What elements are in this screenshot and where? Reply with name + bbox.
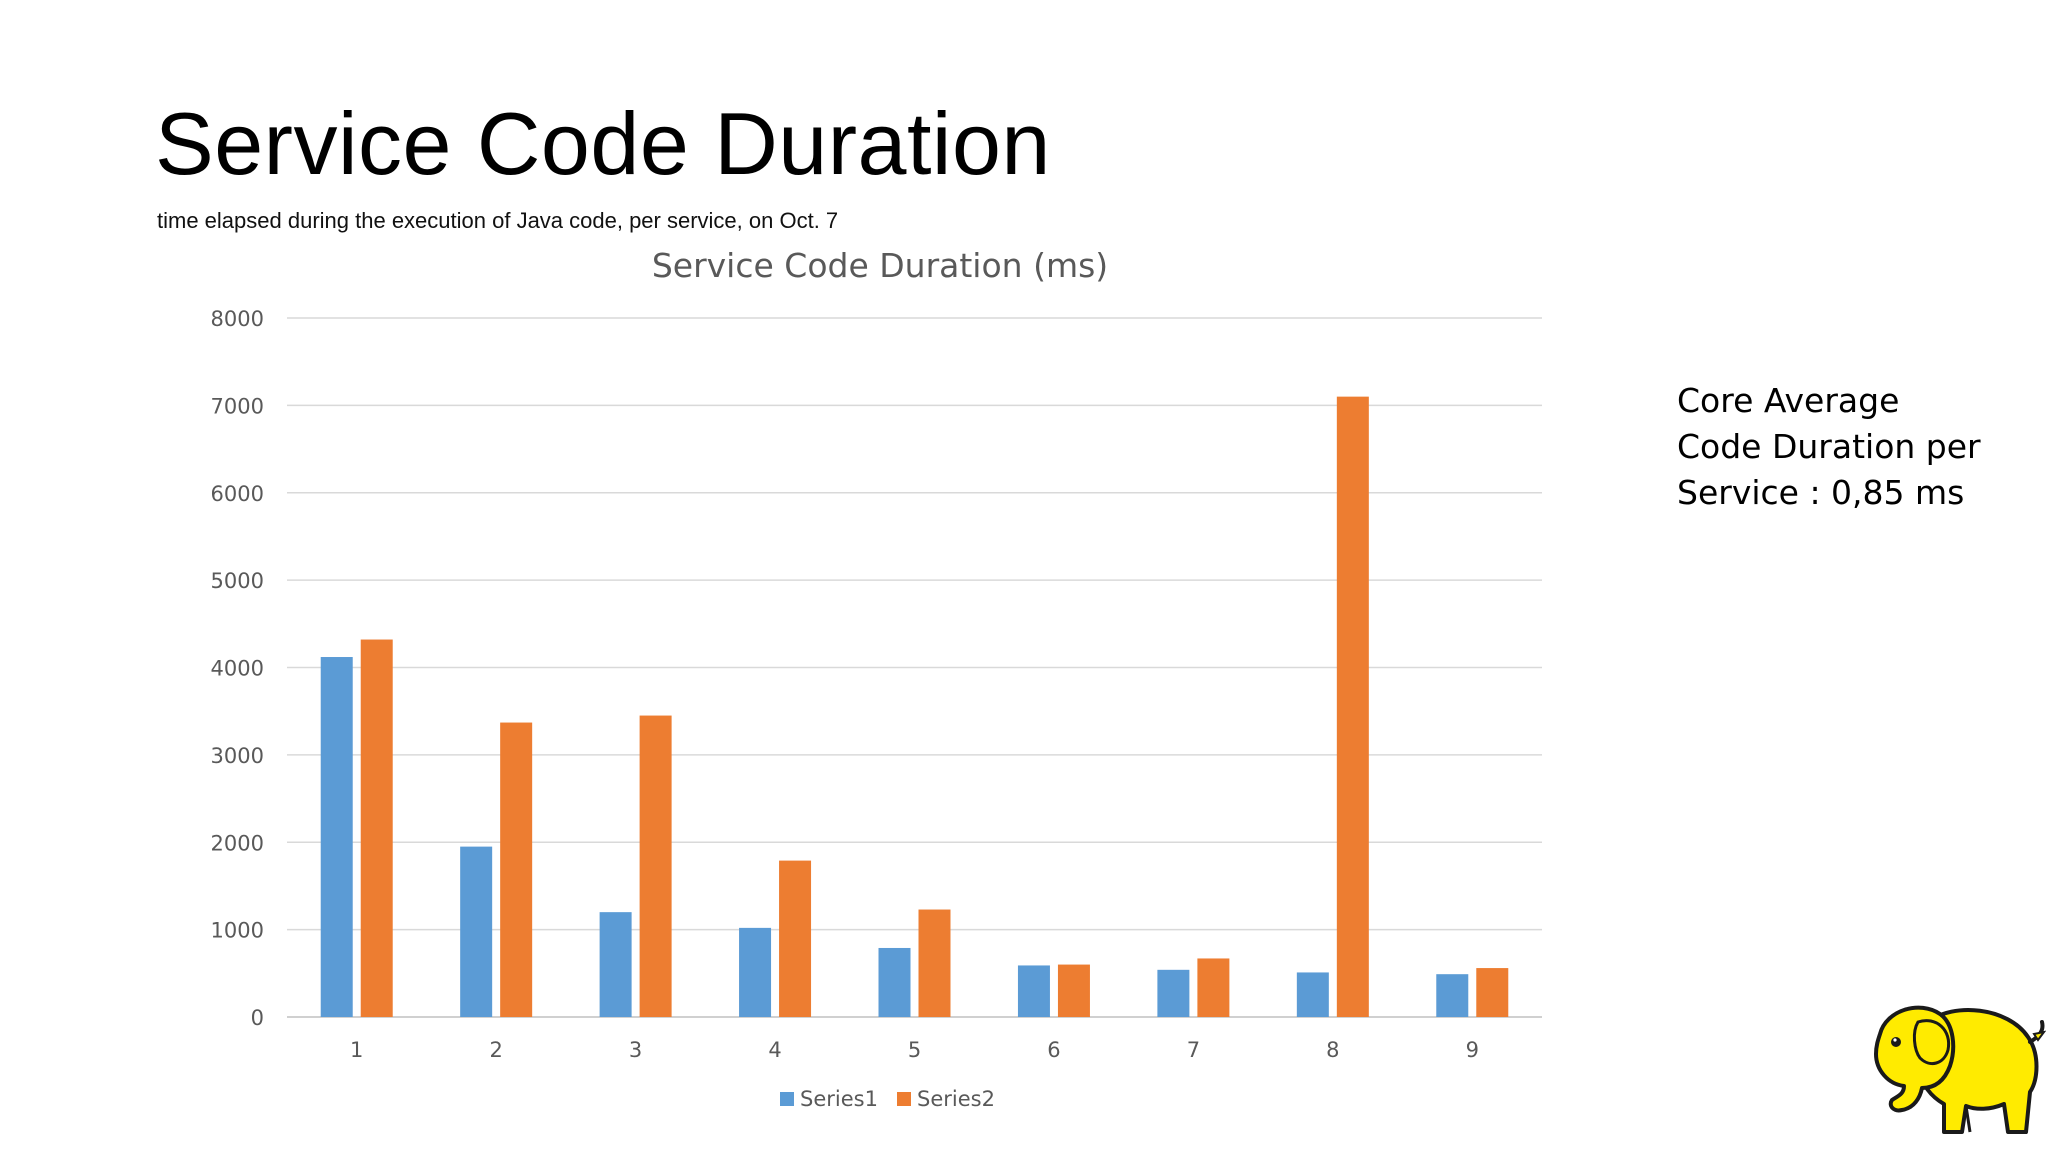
bar-series2-1 xyxy=(360,639,393,1017)
bar-series2-8 xyxy=(1336,396,1369,1017)
x-tick-label: 9 xyxy=(1466,1038,1479,1062)
bar-series1-8 xyxy=(1296,972,1329,1017)
legend: Series1 Series2 xyxy=(780,1087,995,1111)
x-tick-label: 8 xyxy=(1326,1038,1339,1062)
x-tick-label: 2 xyxy=(489,1038,502,1062)
y-tick-label: 5000 xyxy=(211,569,264,593)
bar-series2-6 xyxy=(1057,964,1090,1017)
y-tick-label: 6000 xyxy=(211,482,264,506)
y-tick-label: 7000 xyxy=(211,394,264,418)
y-tick-label: 3000 xyxy=(211,744,264,768)
bar-series2-9 xyxy=(1476,968,1509,1017)
x-axis-tick-labels: 1 2 3 4 5 6 7 8 9 xyxy=(350,1038,1479,1062)
x-tick-label: 5 xyxy=(908,1038,921,1062)
gridlines xyxy=(287,317,1542,1018)
y-axis-tick-labels: 0 1000 2000 3000 4000 5000 6000 7000 8000 xyxy=(211,307,264,1030)
bar-series1-6 xyxy=(1017,965,1050,1017)
note-line: Service : 0,85 ms xyxy=(1677,473,1965,512)
bar-series1-1 xyxy=(320,657,353,1017)
note-line: Code Duration per xyxy=(1677,427,1981,466)
core-average-note: Core Average Code Duration per Service :… xyxy=(1677,378,2007,516)
bar-series2-4 xyxy=(779,860,812,1017)
note-line: Core Average xyxy=(1677,381,1900,420)
slide-title: Service Code Duration xyxy=(155,94,1051,193)
bar-series1-2 xyxy=(460,846,493,1017)
bar-series1-9 xyxy=(1436,974,1469,1017)
x-tick-label: 7 xyxy=(1187,1038,1200,1062)
bar-series1-7 xyxy=(1157,969,1190,1017)
bar-series2-5 xyxy=(918,909,951,1017)
legend-label: Series2 xyxy=(917,1087,995,1111)
legend-swatch xyxy=(780,1092,794,1106)
bars xyxy=(320,396,1509,1017)
x-tick-label: 3 xyxy=(629,1038,642,1062)
y-tick-label: 0 xyxy=(251,1006,264,1030)
bar-series2-7 xyxy=(1197,958,1230,1017)
bar-series2-3 xyxy=(639,715,672,1017)
chart-title: Service Code Duration (ms) xyxy=(652,246,1108,285)
x-tick-label: 4 xyxy=(768,1038,781,1062)
bar-series1-4 xyxy=(739,927,772,1017)
x-tick-label: 1 xyxy=(350,1038,363,1062)
y-tick-label: 1000 xyxy=(211,919,264,943)
bar-series1-3 xyxy=(599,912,632,1017)
x-tick-label: 6 xyxy=(1047,1038,1060,1062)
y-tick-label: 2000 xyxy=(211,831,264,855)
yellow-elephant-logo-icon xyxy=(1874,1005,2046,1134)
slide-subtitle: time elapsed during the execution of Jav… xyxy=(157,208,839,233)
legend-label: Series1 xyxy=(800,1087,878,1111)
bar-series2-2 xyxy=(500,722,533,1017)
bar-series1-5 xyxy=(878,947,911,1017)
y-tick-label: 4000 xyxy=(211,657,264,681)
y-tick-label: 8000 xyxy=(211,307,264,331)
legend-swatch xyxy=(897,1092,911,1106)
